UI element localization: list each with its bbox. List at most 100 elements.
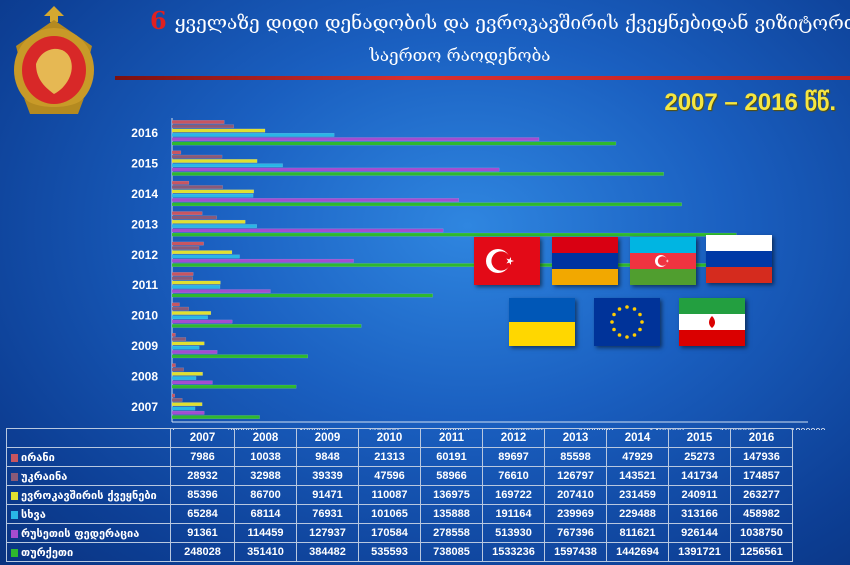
table-cell: 89697 [482,447,545,467]
bar-ukraine-2015 [171,154,223,159]
table-row: თურქეთი 248028 351410 384482 535593 738085 153… [6,542,793,562]
bar-iran-2013 [171,211,203,216]
table-cell: 127937 [296,523,359,543]
bar-eu-2010 [171,311,212,315]
table-header-year: 2015 [668,428,731,448]
bar-ukraine-2016 [171,124,234,129]
slide-number: 6 [150,6,167,35]
table-row-label: უკრაინა [6,466,171,486]
table-header-year: 2014 [606,428,669,448]
table-cell: 143521 [606,466,669,486]
table-cell: 263277 [730,485,793,505]
bar-ukraine-2013 [171,215,217,220]
bar-ukraine-2014 [171,185,223,189]
table-cell: 28932 [170,466,235,486]
table-cell: 39339 [296,466,359,486]
series-name: უკრაინა [21,469,68,483]
bar-russia-2016 [171,137,540,142]
bar-eu-2009 [171,341,205,346]
bar-turkey-2008 [171,384,297,389]
y-category-label: 2009 [131,339,158,353]
bar-eu-2007 [171,402,203,407]
chart-title-line2: საერთო რაოდენობა [369,46,551,66]
bar-russia-2012 [171,258,354,263]
table-cell: 86700 [234,485,297,505]
table-cell: 147936 [730,447,793,467]
table-header-year: 2016 [730,428,793,448]
table-header-year: 2010 [358,428,421,448]
table-cell: 1533236 [482,542,545,562]
bar-turkey-2015 [171,172,664,176]
legend-swatch [11,510,18,519]
bar-other-2016 [171,133,335,137]
table-cell: 76931 [296,504,359,524]
table-row-label: ევროკავშირის ქვეყნები [6,485,171,505]
azerbaijan-flag [630,237,696,285]
bar-other-2010 [171,315,208,320]
table-cell: 313166 [668,504,731,524]
y-category-label: 2015 [131,157,158,171]
bar-turkey-2010 [171,324,362,328]
table-row: უკრაინა 28932 32988 39339 47596 58966 76610 126… [6,466,793,486]
turkey-flag [474,237,540,285]
table-cell: 207410 [544,485,607,505]
y-category-label: 2011 [132,278,158,292]
x-tick-label: 1800000 [790,426,825,430]
table-cell: 458982 [730,504,793,524]
table-cell: 811621 [606,523,669,543]
table-cell: 110087 [358,485,421,505]
series-name: ევროკავშირის ქვეყნები [21,488,157,502]
table-header-year: 2009 [296,428,359,448]
title-text-line1: ყველაზე დიდი დენადობის და ევროკავშირის ქ… [174,12,850,34]
bar-eu-2012 [171,250,233,255]
bar-eu-2014 [171,189,254,194]
bar-ukraine-2009 [171,337,187,341]
bar-iran-2015 [171,150,182,155]
bar-russia-2007 [171,410,205,415]
table-header-year: 2007 [170,428,235,448]
bar-iran-2012 [171,241,204,246]
table-cell: 25273 [668,447,731,467]
bar-iran-2007 [171,393,175,398]
ukraine-flag [509,298,575,346]
table-cell: 65284 [170,504,235,524]
table-row: ევროკავშირის ქვეყნები 85396 86700 91471 1100… [6,485,793,505]
bar-other-2014 [171,193,254,198]
bar-other-2013 [171,224,257,228]
bar-iran-2014 [171,180,190,185]
table-cell: 240911 [668,485,731,505]
bar-russia-2013 [171,228,444,233]
table-cell: 47929 [606,447,669,467]
legend-swatch [11,491,18,500]
bar-other-2007 [171,406,196,411]
bar-turkey-2014 [171,202,682,207]
table-cell: 231459 [606,485,669,505]
table-cell: 32988 [234,466,297,486]
table-header-year: 2008 [234,428,297,448]
table-cell: 1391721 [668,542,731,562]
bar-iran-2011 [171,272,194,276]
table-cell: 126797 [544,466,607,486]
bar-turkey-2013 [171,232,737,237]
bar-other-2009 [171,345,200,350]
table-cell: 1597438 [544,542,607,562]
table-cell: 58966 [420,466,483,486]
table-cell: 91361 [170,523,235,543]
legend-swatch [11,472,18,481]
series-name: რუსეთის ფედერაცია [21,526,140,540]
table-cell: 68114 [234,504,297,524]
bar-turkey-2011 [171,293,433,298]
table-cell: 7986 [170,447,235,467]
table-cell: 535593 [358,542,421,562]
bar-other-2012 [171,254,240,259]
year-range-label: 2007 – 2016 წწ. [664,89,836,116]
bar-eu-2015 [171,159,258,163]
bar-eu-2016 [171,128,266,133]
bar-turkey-2016 [171,141,617,146]
table-cell: 239969 [544,504,607,524]
bar-russia-2015 [171,167,500,172]
bar-ukraine-2008 [171,367,184,372]
table-row-label: სხვა [6,504,171,524]
table-row: სხვა 65284 68114 76931 101065 135888 191164 239… [6,504,793,524]
table-cell: 1038750 [730,523,793,543]
